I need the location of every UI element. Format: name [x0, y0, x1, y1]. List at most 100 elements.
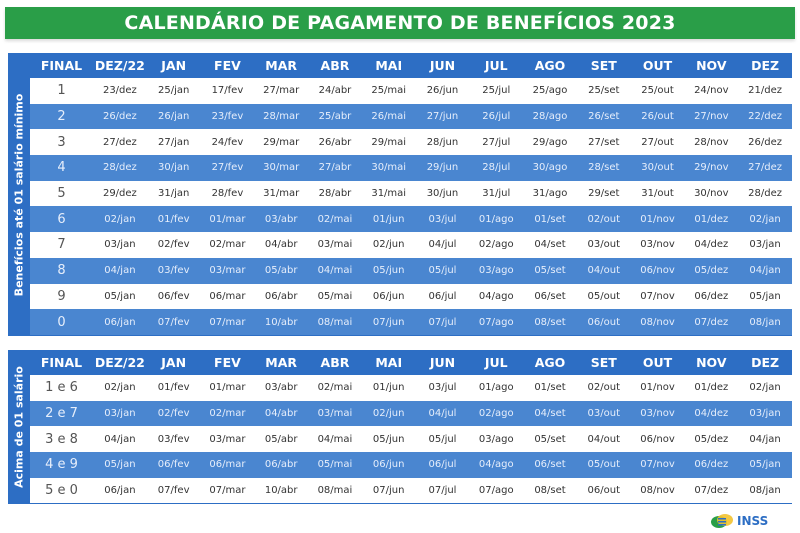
final-cell: 2: [30, 103, 93, 130]
date-cell: 28/fev: [200, 180, 255, 207]
date-cell: 06/fev: [146, 452, 201, 478]
column-header: JUN: [429, 58, 456, 73]
date-cell: 01/nov: [630, 375, 685, 401]
date-cell: 03/jul: [415, 375, 470, 401]
date-cell: 04/jan: [93, 257, 147, 284]
date-cell: 04/jan: [738, 426, 792, 453]
final-cell: 1 e 6: [30, 375, 93, 401]
date-cell: 02/ago: [469, 232, 524, 258]
date-cell: 03/ago: [469, 257, 524, 284]
column-header: FEV: [214, 355, 241, 370]
date-cell: 27/out: [630, 129, 685, 156]
date-cell: 05/jan: [738, 452, 792, 478]
date-cell: 07/mar: [200, 477, 255, 504]
date-cell: 06/jul: [415, 283, 470, 310]
date-cell: 27/dez: [93, 129, 147, 156]
page-title: CALENDÁRIO DE PAGAMENTO DE BENEFÍCIOS 20…: [5, 7, 795, 39]
date-cell: 07/ago: [469, 309, 524, 335]
date-cell: 01/mar: [200, 206, 255, 233]
side-label: Acima de 01 salário: [12, 366, 26, 488]
date-cell: 27/jul: [469, 129, 524, 156]
final-cell: 1: [30, 78, 93, 104]
column-header: JAN: [161, 58, 187, 73]
date-cell: 08/set: [523, 309, 577, 335]
table-row: 1 e 6 02/jan 01/fev 01/mar 03/abr 02/mai 01/ju…: [30, 375, 792, 401]
column-header: OUT: [642, 355, 673, 370]
date-cell: 31/jul: [469, 180, 524, 207]
date-cell: 28/dez: [93, 155, 147, 181]
date-cell: 05/out: [576, 452, 631, 478]
date-cell: 02/out: [576, 206, 631, 233]
date-cell: 03/ago: [469, 426, 524, 453]
date-cell: 03/fev: [146, 257, 201, 284]
date-cell: 05/dez: [684, 257, 739, 284]
date-cell: 25/abr: [308, 103, 362, 130]
date-cell: 26/set: [576, 103, 631, 130]
date-cell: 27/jan: [146, 129, 201, 156]
date-cell: 07/jun: [361, 477, 416, 504]
date-cell: 05/dez: [684, 426, 739, 453]
date-cell: 01/jun: [361, 375, 416, 401]
date-cell: 02/mar: [200, 232, 255, 258]
table-row: 0 06/jan 07/fev 07/mar 10/abr 08/mai 07/jun 07/…: [30, 309, 792, 335]
final-cell: 5: [30, 180, 93, 207]
logo-text: INSS: [737, 514, 769, 528]
date-cell: 02/jan: [93, 375, 147, 401]
date-cell: 08/jan: [738, 477, 792, 504]
date-cell: 03/out: [576, 400, 631, 427]
inss-logo: INSS: [710, 513, 768, 529]
date-cell: 29/nov: [684, 155, 739, 181]
date-cell: 26/out: [630, 103, 685, 130]
date-cell: 07/fev: [146, 477, 201, 504]
table-row: 2 26/dez 26/jan 23/fev 28/mar 25/abr 26/mai 27/…: [30, 103, 792, 130]
column-header: JUL: [484, 58, 508, 73]
date-cell: 03/mai: [308, 232, 362, 258]
date-cell: 03/mar: [200, 257, 255, 284]
date-cell: 04/ago: [469, 283, 524, 310]
table-row: 8 04/jan 03/fev 03/mar 05/abr 04/mai 05/jun 05/…: [30, 257, 792, 284]
date-cell: 01/dez: [684, 375, 739, 401]
date-cell: 02/fev: [146, 400, 201, 427]
date-cell: 01/set: [523, 375, 577, 401]
side-label: Benefícios até 01 salário mínimo: [12, 93, 26, 296]
date-cell: 03/nov: [630, 400, 685, 427]
date-cell: 28/mar: [254, 103, 309, 130]
date-cell: 06/mar: [200, 452, 255, 478]
date-cell: 27/nov: [684, 103, 739, 130]
date-cell: 05/mai: [308, 283, 362, 310]
column-header: OUT: [642, 58, 673, 73]
date-cell: 23/fev: [200, 103, 255, 130]
final-cell: 9: [30, 283, 93, 310]
date-cell: 29/jun: [415, 155, 470, 181]
column-header: FINAL: [40, 355, 83, 370]
date-cell: 04/set: [523, 232, 577, 258]
column-header: FEV: [214, 58, 241, 73]
date-cell: 07/dez: [684, 309, 739, 335]
date-cell: 04/dez: [684, 400, 739, 427]
payment-table: FINAL DEZ/22 JAN FEV MAR ABR MAI JUN JUL AGO SET OU…: [30, 350, 792, 504]
final-cell: 6: [30, 206, 93, 233]
column-header: DEZ: [751, 355, 780, 370]
final-cell: 8: [30, 257, 93, 284]
date-cell: 05/abr: [254, 257, 309, 284]
date-cell: 30/mai: [361, 155, 416, 181]
date-cell: 26/dez: [738, 129, 792, 156]
date-cell: 03/jan: [93, 232, 147, 258]
date-cell: 03/jan: [738, 400, 792, 427]
date-cell: 06/jun: [361, 452, 416, 478]
date-cell: 22/dez: [738, 103, 792, 130]
date-cell: 03/abr: [254, 375, 309, 401]
inss-logo-icon: [711, 514, 733, 528]
final-cell: 7: [30, 232, 93, 258]
table-row: 7 03/jan 02/fev 02/mar 04/abr 03/mai 02/jun 04/…: [30, 232, 792, 258]
date-cell: 30/out: [630, 155, 685, 181]
date-cell: 31/jan: [146, 180, 201, 207]
date-cell: 31/ago: [523, 180, 577, 207]
date-cell: 07/jun: [361, 309, 416, 335]
date-cell: 06/nov: [630, 257, 685, 284]
date-cell: 05/jan: [93, 283, 147, 310]
date-cell: 02/jun: [361, 232, 416, 258]
date-cell: 03/jan: [738, 232, 792, 258]
final-cell: 0: [30, 309, 93, 335]
final-cell: 4: [30, 155, 93, 181]
